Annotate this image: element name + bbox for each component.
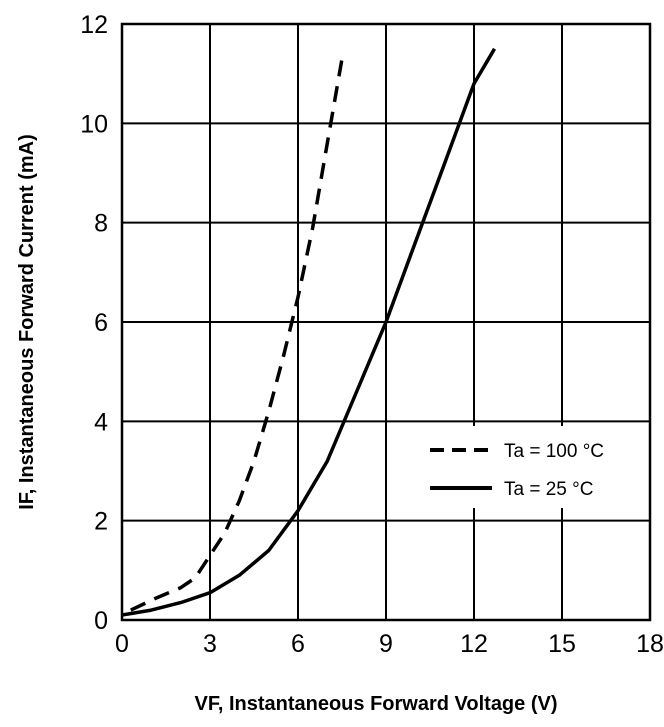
y-tick-labels: 0 2 4 6 8 10 12	[80, 11, 108, 635]
series-line-ta-25	[121, 47, 497, 617]
x-tick-label: 0	[115, 630, 129, 658]
x-tick-label: 15	[548, 630, 576, 658]
grid	[122, 24, 650, 620]
series-line-ta-100	[130, 58, 344, 612]
x-tick-label: 3	[203, 630, 217, 658]
legend-background	[424, 426, 634, 508]
legend: Ta = 100 °C Ta = 25 °C	[424, 426, 634, 508]
legend-label-ta-100: Ta = 100 °C	[504, 441, 604, 462]
legend-label-ta-25: Ta = 25 °C	[504, 479, 593, 500]
series-layer	[121, 47, 497, 617]
y-tick-label: 0	[94, 607, 108, 635]
x-tick-labels: 0 3 6 9 12 15 18	[115, 630, 664, 658]
y-tick-label: 12	[80, 11, 108, 39]
x-tick-label: 18	[636, 630, 664, 658]
y-tick-label: 8	[94, 210, 108, 238]
y-tick-label: 2	[94, 508, 108, 536]
x-tick-label: 6	[291, 630, 305, 658]
y-tick-label: 6	[94, 309, 108, 337]
y-axis-title: IF, Instantaneous Forward Current (mA)	[16, 134, 38, 510]
y-tick-label: 4	[94, 408, 108, 436]
plot-frame	[120, 22, 652, 622]
x-tick-label: 12	[460, 630, 488, 658]
x-tick-label: 9	[379, 630, 393, 658]
x-axis-title: VF, Instantaneous Forward Voltage (V)	[194, 693, 557, 715]
y-tick-label: 10	[80, 110, 108, 138]
